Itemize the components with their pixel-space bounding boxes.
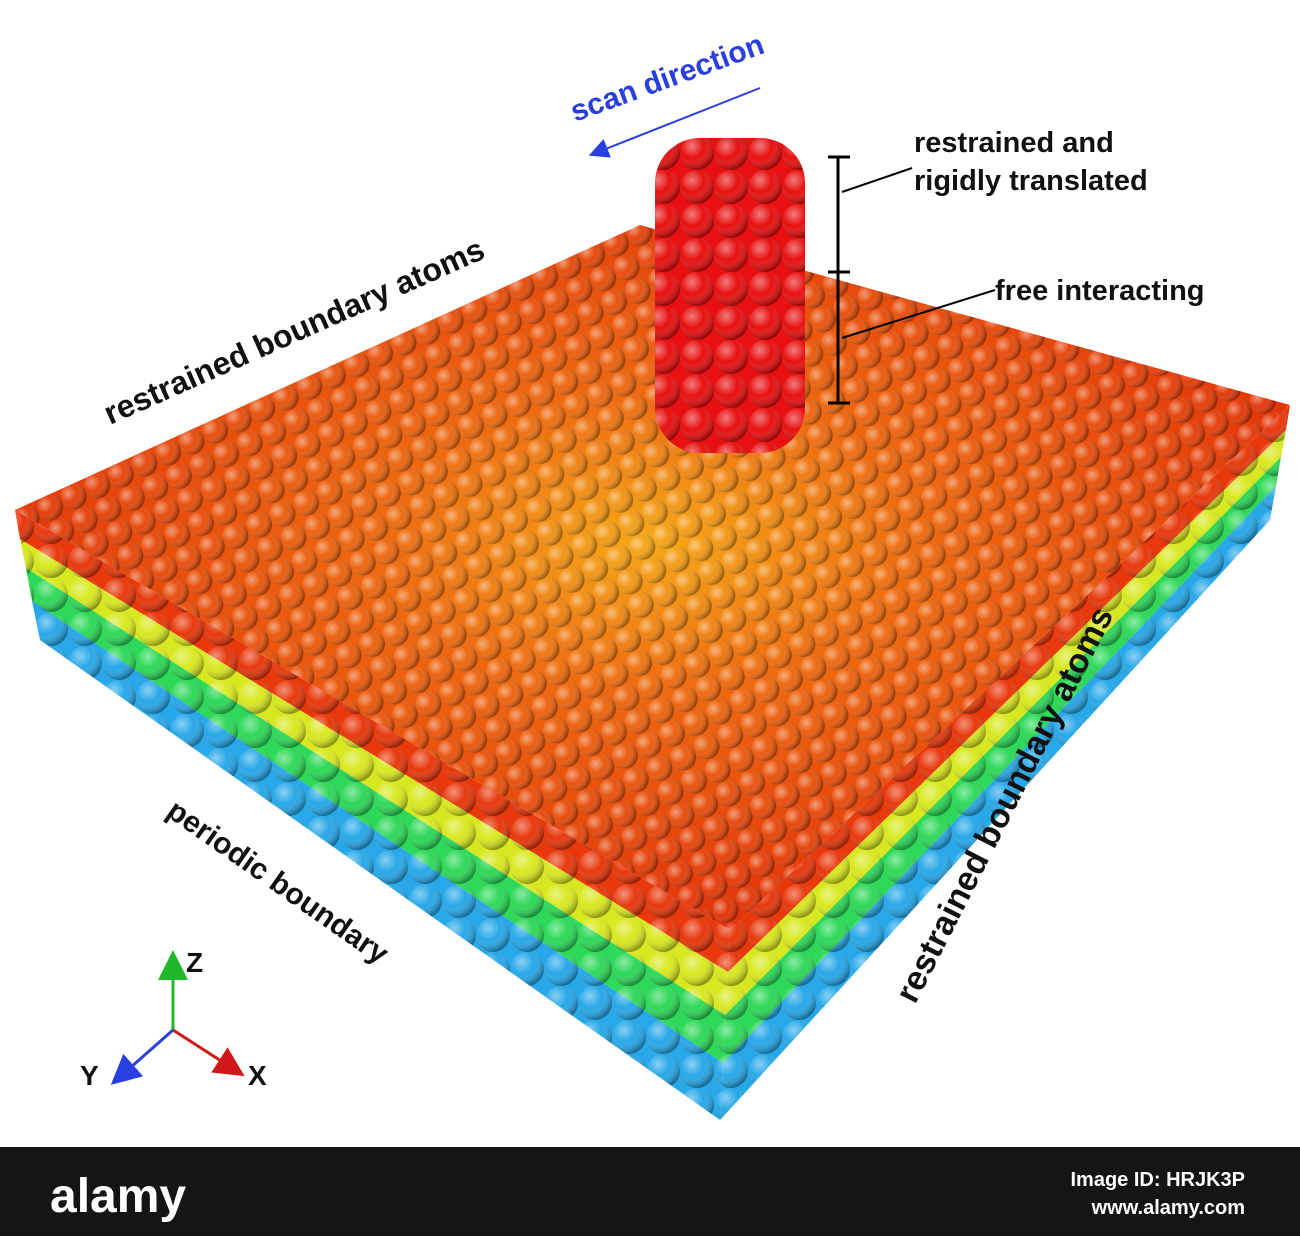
footer-id: Image ID: HRJK3P bbox=[1071, 1169, 1246, 1191]
axis-label: X bbox=[248, 1060, 267, 1091]
tip bbox=[655, 138, 805, 453]
scan-label: scan direction bbox=[566, 28, 768, 129]
bracket bbox=[828, 155, 996, 405]
tip-label: rigidly translated bbox=[914, 165, 1148, 197]
footer-url: www.alamy.com bbox=[1091, 1197, 1245, 1219]
axis-label: Z bbox=[186, 947, 203, 978]
scan-arrow bbox=[588, 87, 761, 158]
tip-label: free interacting bbox=[995, 275, 1205, 307]
slab bbox=[15, 225, 1290, 1120]
axis-label: Y bbox=[80, 1060, 99, 1091]
footer: alamy Image ID: HRJK3P www.alamy.com bbox=[0, 1147, 1300, 1236]
axes-triad bbox=[110, 950, 245, 1085]
tip-label: restrained and bbox=[914, 127, 1114, 159]
footer-brand: alamy bbox=[50, 1170, 186, 1223]
